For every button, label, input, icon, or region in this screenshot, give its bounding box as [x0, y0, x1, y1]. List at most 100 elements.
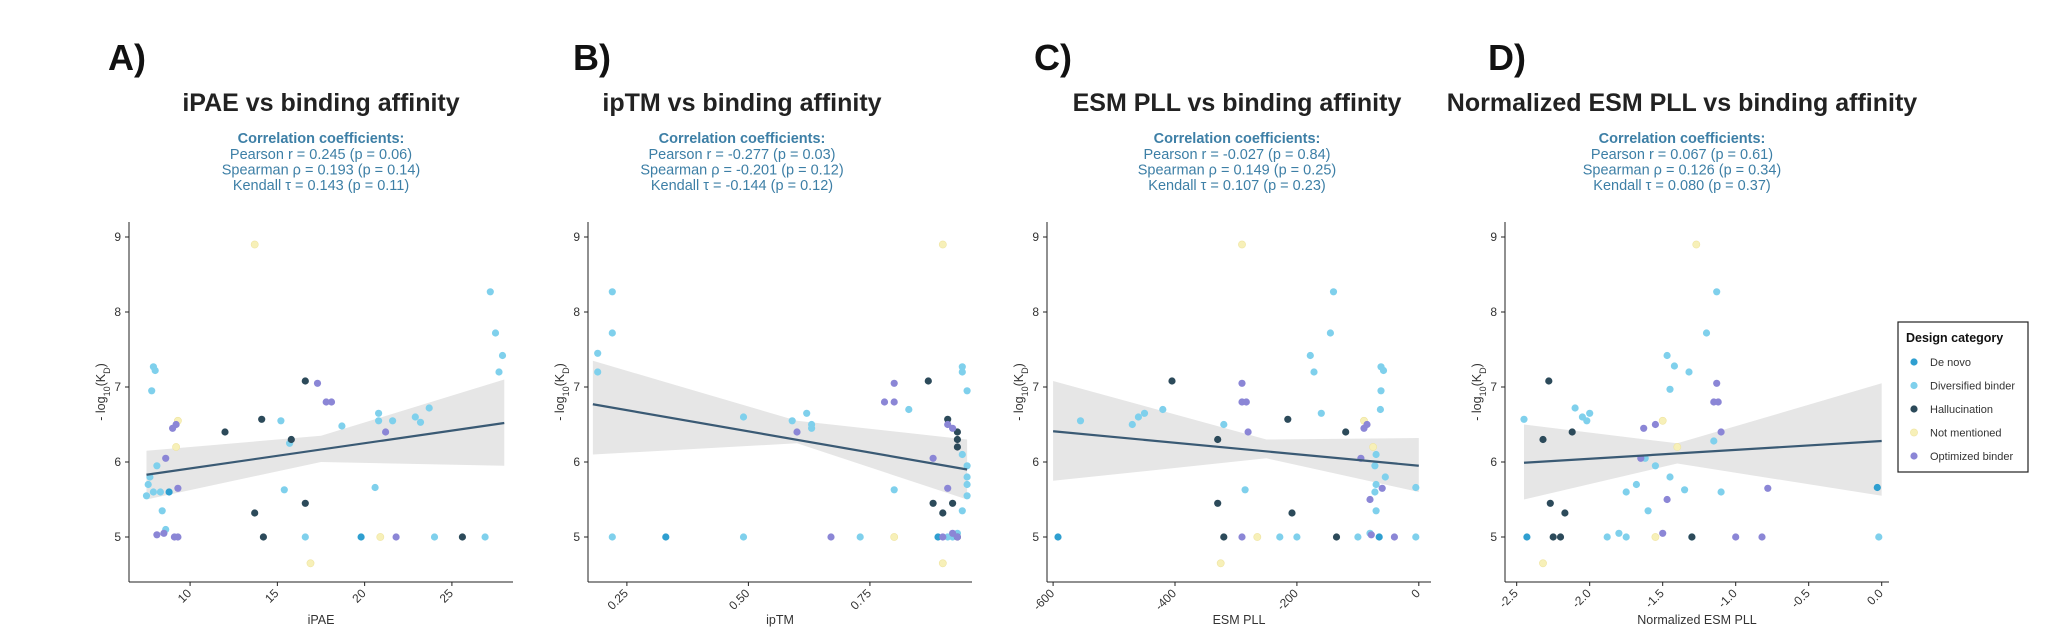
correlation-line: Pearson r = 0.067 (p = 0.61) [1591, 147, 1773, 163]
data-point [1692, 240, 1701, 249]
panel-label: D) [1488, 37, 1526, 78]
confidence-band [1053, 381, 1419, 492]
data-point [958, 450, 966, 459]
correlation-line: Spearman ρ = 0.126 (p = 0.34) [1583, 163, 1781, 179]
data-point [944, 415, 952, 423]
data-point [1288, 509, 1296, 517]
data-point [939, 509, 947, 517]
data-point [301, 499, 309, 507]
data-point [259, 533, 267, 541]
data-point [1375, 533, 1383, 541]
y-tick-label: 9 [1490, 230, 1497, 244]
data-point [1220, 533, 1228, 541]
data-point [1134, 413, 1142, 421]
y-tick-label: 8 [573, 305, 580, 319]
legend-swatch [1910, 381, 1918, 390]
y-tick-label: 5 [573, 530, 580, 544]
y-axis-title: - log10(KD) [553, 363, 571, 421]
data-point [144, 480, 152, 489]
data-point [1376, 405, 1384, 414]
correlation-line: Kendall τ = 0.080 (p = 0.37) [1593, 178, 1770, 194]
data-point [481, 533, 489, 541]
x-tick-label: -400 [1152, 586, 1179, 613]
legend-box [1897, 321, 2029, 473]
data-point [258, 415, 266, 423]
data-point [958, 363, 966, 371]
correlation-line: Spearman ρ = 0.193 (p = 0.14) [222, 163, 420, 179]
points-group [1520, 240, 1883, 568]
x-tick-label: 25 [437, 586, 457, 606]
data-point [306, 559, 315, 568]
data-point [608, 533, 616, 541]
data-point [944, 420, 952, 429]
data-point [172, 420, 180, 429]
data-point [1220, 420, 1228, 429]
data-point [322, 398, 330, 406]
correlation-header: Correlation coefficients: [238, 131, 405, 147]
data-point [1651, 462, 1659, 470]
legend-swatch [1910, 358, 1918, 366]
panel-title: ESM PLL vs binding affinity [1073, 89, 1402, 117]
data-point [1546, 499, 1554, 507]
correlation-line: Pearson r = 0.245 (p = 0.06) [230, 147, 412, 163]
x-tick-label: 0 [1408, 586, 1423, 601]
data-point [963, 480, 971, 489]
data-point [498, 351, 507, 360]
y-tick-label: 6 [114, 455, 121, 469]
data-point [392, 533, 400, 541]
data-point [174, 533, 182, 541]
data-point [1714, 398, 1722, 406]
regression-line [1523, 439, 1882, 464]
y-tick-label: 8 [114, 305, 121, 319]
data-point [1520, 415, 1528, 423]
data-point [1571, 404, 1579, 412]
data-point [1367, 531, 1375, 539]
data-point [301, 377, 309, 385]
data-point [1685, 368, 1693, 376]
data-point [1717, 428, 1725, 436]
y-tick-label: 5 [1490, 530, 1497, 544]
confidence-band [1524, 383, 1882, 500]
correlation-line: Pearson r = -0.277 (p = 0.03) [649, 147, 836, 163]
data-point [963, 387, 971, 395]
x-tick-label: 20 [349, 586, 369, 606]
data-point [338, 422, 346, 430]
data-point [1663, 495, 1671, 504]
data-point [890, 379, 898, 387]
panel-2: B) ipTM vs binding affinity Correlation co… [553, 37, 972, 627]
data-point [594, 368, 602, 376]
correlation-header: Correlation coefficients: [659, 131, 826, 147]
legend-swatch [1910, 428, 1918, 437]
data-point [1586, 409, 1594, 417]
y-tick-label: 7 [1490, 380, 1497, 394]
data-point [929, 499, 937, 507]
data-point [1651, 420, 1659, 429]
y-tick-label: 6 [1490, 455, 1497, 469]
y-tick-label: 7 [1032, 380, 1039, 394]
data-point [924, 377, 932, 385]
panel-1: A) iPAE vs binding affinity Correlation co… [94, 37, 513, 627]
legend-label: Diversified binder [1930, 381, 2015, 393]
data-point [1242, 398, 1250, 406]
data-point [608, 329, 616, 337]
correlation-header: Correlation coefficients: [1599, 131, 1766, 147]
data-point [142, 492, 151, 500]
x-tick-label: -1.0 [1715, 586, 1740, 611]
data-point [1244, 428, 1252, 436]
data-point [1873, 483, 1881, 492]
data-point [1758, 533, 1766, 541]
data-point [1128, 420, 1136, 429]
y-axis-title: - log10(KD) [1470, 363, 1488, 421]
data-point [1875, 533, 1883, 541]
data-point [788, 417, 796, 425]
data-point [153, 462, 161, 470]
data-point [1670, 362, 1678, 370]
data-point [1168, 377, 1176, 385]
data-point [1159, 405, 1167, 414]
legend-label: De novo [1930, 357, 1971, 369]
x-tick-label: -2.0 [1569, 586, 1594, 611]
data-point [425, 404, 433, 412]
data-point [1663, 351, 1671, 360]
data-point [1276, 533, 1284, 541]
data-point [1253, 533, 1262, 541]
